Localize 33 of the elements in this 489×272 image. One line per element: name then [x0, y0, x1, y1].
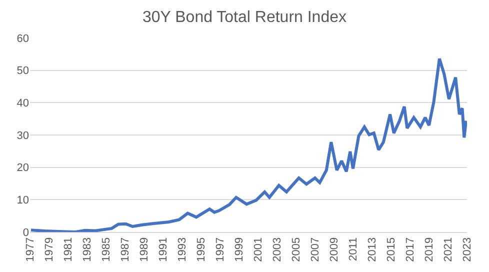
y-tick-label: 60	[16, 32, 29, 45]
x-tick-label: 1985	[100, 237, 113, 262]
x-tick-label: 1999	[234, 237, 246, 262]
y-tick-label: 10	[16, 194, 29, 207]
x-tick-label: 2009	[328, 237, 341, 262]
x-tick-label: 1981	[62, 237, 75, 262]
y-tick-label: 40	[16, 98, 29, 110]
x-tick-label: 2017	[404, 237, 417, 262]
y-tick-label: 20	[16, 162, 29, 174]
x-tick-label: 1977	[24, 237, 37, 262]
x-tick-label: 2023	[462, 237, 474, 262]
line-series	[30, 57, 467, 232]
y-tick-label: 0	[22, 226, 29, 239]
x-tick-label: 1993	[176, 237, 189, 262]
x-tick-label: 1995	[196, 237, 208, 262]
x-tick-label: 2001	[252, 237, 265, 262]
x-tick-label: 2019	[424, 237, 436, 262]
x-tick-label: 1979	[44, 237, 56, 262]
x-tick-label: 2005	[290, 237, 303, 262]
y-tick-label: 30	[16, 130, 29, 142]
x-tick-label: 1987	[120, 237, 132, 262]
y-tick-label: 50	[16, 65, 29, 78]
x-tick-label: 2007	[310, 237, 322, 262]
x-tick-label: 2015	[386, 237, 398, 262]
x-tick-label: 2013	[366, 237, 379, 262]
x-tick-label: 1991	[158, 237, 170, 262]
x-tick-label: 2011	[348, 237, 360, 262]
x-tick-label: 1989	[138, 237, 151, 262]
x-tick-label: 2021	[442, 237, 455, 262]
x-tick-label: 2003	[272, 237, 284, 262]
x-tick-label: 1983	[82, 237, 94, 262]
chart-title: 30Y Bond Total Return Index	[142, 9, 346, 26]
x-tick-label: 1997	[214, 237, 227, 262]
